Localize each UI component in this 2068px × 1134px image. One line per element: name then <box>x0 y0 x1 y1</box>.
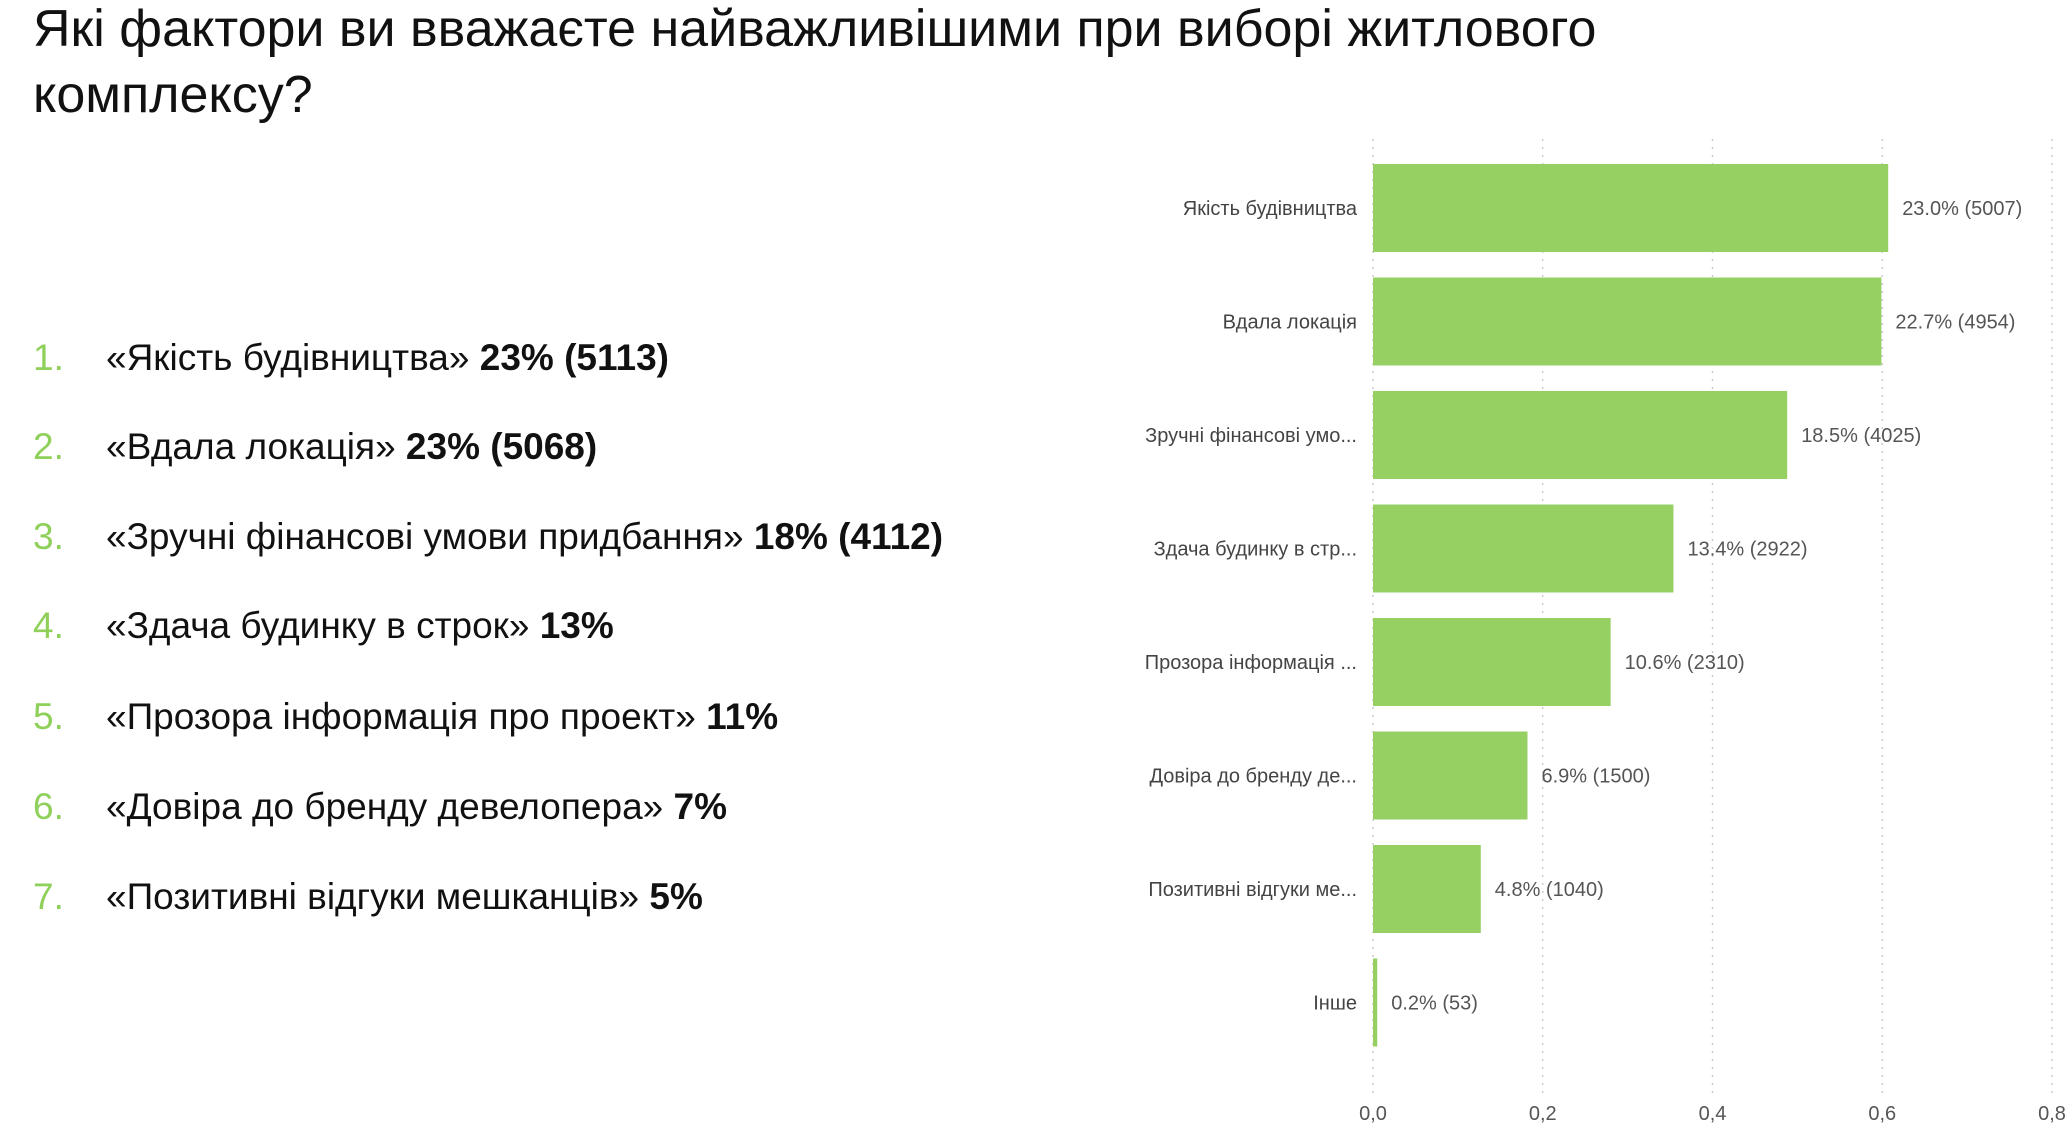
item-label: «Вдала локація» <box>106 426 396 467</box>
item-value: 13% <box>539 605 614 646</box>
item-label: «Зручні фінансові умови придбання» <box>106 516 744 557</box>
item-number: 4. <box>33 605 64 646</box>
data-label: 13.4% (2922) <box>1687 539 1807 561</box>
category-label: Вдала локація <box>1223 312 1357 334</box>
page-title: Які фактори ви вважаєте найважливішими п… <box>33 0 1597 124</box>
bar <box>1373 618 1611 706</box>
item-value: 18% (4112) <box>753 516 944 557</box>
data-label: 0.2% (53) <box>1391 993 1478 1015</box>
category-label: Зручні фінансові умо... <box>1145 425 1357 447</box>
item-label: «Довіра до бренду девелопера» <box>106 786 664 827</box>
data-label: 23.0% (5007) <box>1902 198 2022 220</box>
bar <box>1373 731 1528 820</box>
item-value: 23% (5068) <box>405 426 598 467</box>
bar <box>1373 958 1378 1047</box>
data-label: 10.6% (2310) <box>1625 652 1745 674</box>
category-label: Прозора інформація ... <box>1145 652 1357 674</box>
category-label: Інше <box>1313 993 1357 1015</box>
bar <box>1373 277 1882 366</box>
category-label: Якість будівництва <box>1183 198 1358 220</box>
item-number: 6. <box>33 786 64 827</box>
x-tick-label: 0,2 <box>1529 1103 1557 1125</box>
item-number: 1. <box>33 337 64 378</box>
item-label: «Позитивні відгуки мешканців» <box>106 876 640 917</box>
x-tick-label: 0,6 <box>1868 1103 1896 1125</box>
bar <box>1373 164 1889 252</box>
category-label: Позитивні відгуки ме... <box>1148 879 1357 901</box>
item-value: 23% (5113) <box>479 337 669 378</box>
x-tick-label: 0,8 <box>2038 1103 2066 1125</box>
item-number: 2. <box>33 426 64 467</box>
item-value: 11% <box>706 696 779 737</box>
bar <box>1373 504 1674 593</box>
item-value: 5% <box>649 876 703 917</box>
x-tick-label: 0,4 <box>1699 1103 1727 1125</box>
data-label: 6.9% (1500) <box>1541 766 1650 788</box>
bar <box>1373 845 1481 933</box>
item-number: 7. <box>33 876 64 917</box>
bar <box>1373 391 1788 479</box>
x-tick-label: 0,0 <box>1359 1103 1387 1125</box>
data-label: 22.7% (4954) <box>1895 312 2015 334</box>
item-label: «Здача будинку в строк» <box>106 605 530 646</box>
item-label: «Прозора інформація про проект» <box>106 696 696 737</box>
item-number: 3. <box>33 516 64 557</box>
category-label: Довіра до бренду де... <box>1149 766 1357 788</box>
item-number: 5. <box>33 696 64 737</box>
item-value: 7% <box>673 786 727 827</box>
data-label: 18.5% (4025) <box>1801 425 1921 447</box>
item-label: «Якість будівництва» <box>106 337 470 378</box>
data-label: 4.8% (1040) <box>1495 879 1604 901</box>
category-label: Здача будинку в стр... <box>1154 539 1357 561</box>
